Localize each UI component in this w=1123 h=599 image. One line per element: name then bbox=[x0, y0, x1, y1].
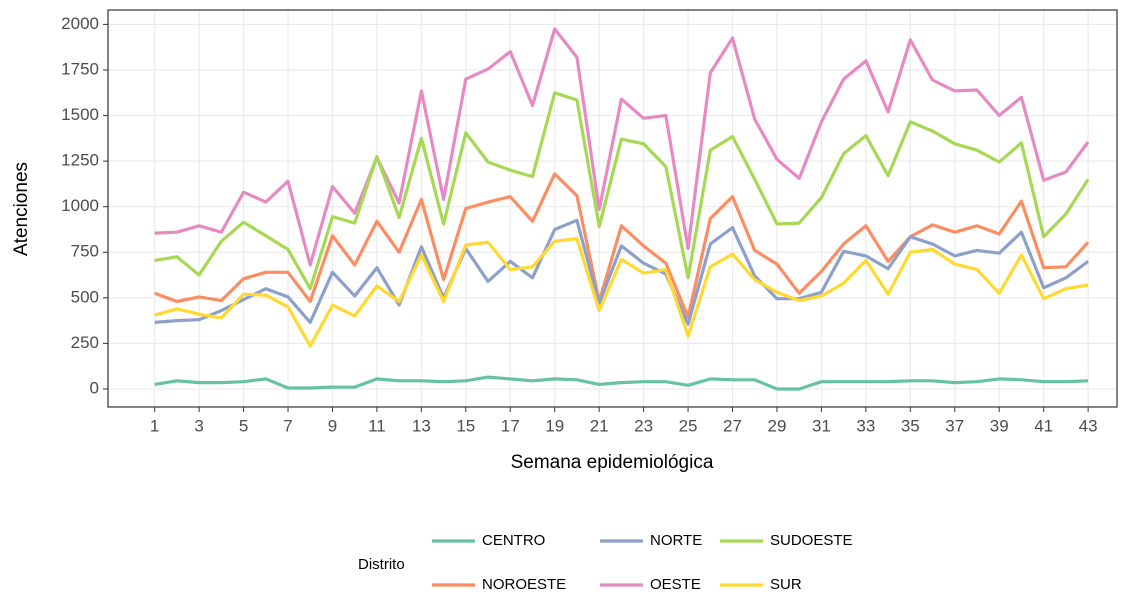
x-axis-title: Semana epidemiológica bbox=[511, 452, 714, 473]
panel-border bbox=[107, 9, 1118, 408]
legend-label: CENTRO bbox=[482, 532, 545, 549]
series-line bbox=[154, 27, 1090, 267]
x-tick-label: 27 bbox=[723, 416, 742, 435]
legend-label: SUDOESTE bbox=[770, 532, 853, 549]
legend-label: NOROESTE bbox=[482, 576, 566, 593]
x-tick-label: 1 bbox=[150, 416, 159, 435]
series-line bbox=[154, 91, 1090, 291]
x-tick-label: 23 bbox=[634, 416, 653, 435]
x-tick-label: 25 bbox=[679, 416, 698, 435]
y-tick-label: 1500 bbox=[61, 105, 99, 124]
x-tick-label: 43 bbox=[1079, 416, 1098, 435]
x-tick-label: 11 bbox=[368, 416, 386, 435]
series-line bbox=[154, 218, 1090, 326]
y-axis-title: Atenciones bbox=[11, 162, 32, 256]
x-tick-label: 41 bbox=[1034, 416, 1053, 435]
x-tick-label: 9 bbox=[328, 416, 337, 435]
series-line bbox=[154, 375, 1089, 391]
series-line bbox=[154, 172, 1090, 319]
x-tick-label: 31 bbox=[812, 416, 831, 435]
x-tick-label: 13 bbox=[412, 416, 431, 435]
x-tick-label: 17 bbox=[501, 416, 520, 435]
x-tick-label: 33 bbox=[856, 416, 875, 435]
x-tick-label: 5 bbox=[239, 416, 248, 435]
series-line bbox=[154, 237, 1089, 348]
x-tick-label: 3 bbox=[194, 416, 203, 435]
legend-label: SUR bbox=[770, 576, 802, 593]
x-tick-label: 35 bbox=[901, 416, 920, 435]
y-tick-label: 2000 bbox=[61, 14, 99, 33]
y-tick-label: 500 bbox=[71, 287, 99, 306]
y-tick-label: 250 bbox=[71, 333, 99, 352]
x-tick-label: 37 bbox=[945, 416, 964, 435]
legend-title: Distrito bbox=[358, 556, 405, 573]
x-tick-label: 21 bbox=[590, 416, 609, 435]
y-tick-label: 750 bbox=[71, 242, 99, 261]
x-tick-label: 19 bbox=[545, 416, 564, 435]
x-tick-label: 7 bbox=[283, 416, 292, 435]
y-tick-label: 1750 bbox=[61, 59, 99, 78]
x-tick-label: 15 bbox=[456, 416, 475, 435]
y-tick-label: 1000 bbox=[61, 196, 99, 215]
y-tick-label: 1250 bbox=[61, 151, 99, 170]
y-tick-label: 0 bbox=[90, 378, 99, 397]
legend-label: NORTE bbox=[650, 532, 702, 549]
x-tick-label: 39 bbox=[990, 416, 1009, 435]
x-tick-label: 29 bbox=[768, 416, 787, 435]
legend-label: OESTE bbox=[650, 576, 701, 593]
